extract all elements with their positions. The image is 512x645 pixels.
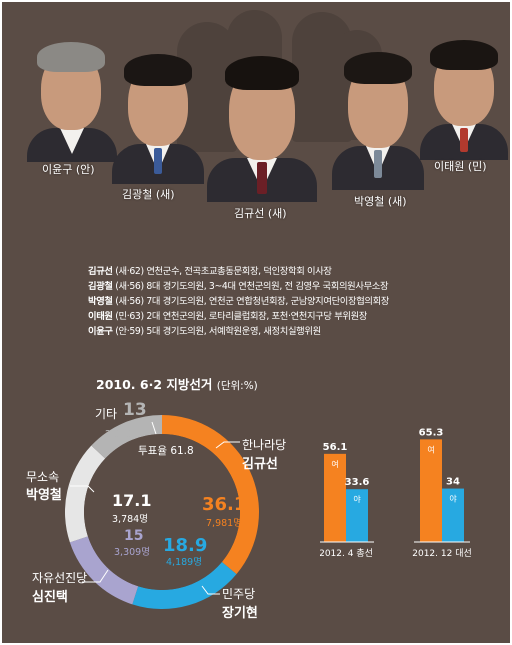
- bio-line: 박영철 (새·56) 7대 경기도의원, 연천군 연합청년회장, 군남양지여단이…: [88, 296, 390, 307]
- donut-hole: [84, 434, 240, 590]
- election-chart-title: 2010. 6·2 지방선거 (단위:%): [96, 377, 258, 392]
- segment-votes: 3,784명: [112, 514, 148, 525]
- bar-value-label: 56.1: [323, 442, 348, 453]
- candidate-portrait: [332, 50, 424, 190]
- bar-series-label: 여: [427, 444, 434, 454]
- candidate-name-label: 이태원 (민): [434, 160, 487, 173]
- bar-category-label: 2012. 4 총선: [320, 548, 373, 559]
- election-donut-chart: [65, 415, 259, 609]
- bar-value-label: 33.6: [345, 477, 370, 488]
- bio-line: 김규선 (새·62) 연천군수, 전곡초교총동문회장, 덕인장학회 이사장: [88, 266, 332, 277]
- segment-value: 17.1: [112, 491, 152, 510]
- segment-value: 13: [123, 400, 147, 420]
- segment-candidate: 장기현: [222, 606, 258, 621]
- bar: [420, 439, 442, 542]
- bar-series-label: 야: [449, 494, 457, 504]
- bar: [442, 488, 464, 542]
- candidate-portrait: [27, 40, 117, 162]
- bar: [324, 453, 346, 542]
- segment-party: 한나라당: [242, 438, 287, 452]
- segment-votes: 2,868명: [105, 429, 141, 440]
- bio-line: 이윤구 (안·59) 5대 경기도의원, 서예학원운영, 새정치실행위원: [88, 326, 321, 337]
- segment-value: 15: [124, 528, 144, 544]
- bar-chart: 56.1 여 33.6 야 2012. 4 총선 65.3 여 34 야 2012. 12 대선: [320, 427, 472, 559]
- bar: [346, 489, 368, 542]
- donut-segment: [132, 561, 237, 609]
- bar-category-label: 2012. 12 대선: [412, 548, 472, 559]
- segment-value: 36.1: [202, 494, 247, 515]
- segment-party: 무소속: [26, 470, 60, 484]
- bio-line: 김광철 (새·56) 8대 경기도의원, 3~4대 연천군의원, 전 김영우 국…: [88, 281, 389, 292]
- candidate-portrait: [207, 54, 317, 202]
- candidate-name-label: 김광철 (새): [122, 188, 175, 201]
- bar-series-label: 야: [353, 494, 361, 504]
- donut-segment: [162, 415, 259, 575]
- segment-party: 민주당: [222, 587, 256, 601]
- bio-line: 이태원 (민·63) 2대 연천군의원, 로타리클럽회장, 포천·연천지구당 부…: [88, 311, 368, 322]
- segment-party: 자유선진당: [32, 571, 88, 585]
- donut-segment: [91, 415, 162, 459]
- candidate-name-label: 이윤구 (안): [42, 163, 95, 176]
- segment-value: 18.9: [163, 535, 208, 556]
- turnout-label: 투표율 61.8: [138, 445, 194, 457]
- segment-candidate: 김규선: [242, 457, 278, 472]
- candidate-portrait: [112, 52, 204, 184]
- candidate-bios: 김규선 (새·62) 연천군수, 전곡초교총동문회장, 덕인장학회 이사장 김광…: [88, 264, 389, 339]
- candidate-name-label: 김규선 (새): [234, 207, 287, 220]
- bar-value-label: 34: [446, 477, 460, 488]
- bar-value-label: 65.3: [419, 427, 444, 438]
- segment-votes: 4,189명: [166, 557, 202, 568]
- bar-series-label: 여: [331, 459, 338, 469]
- segment-candidate: 박영철: [26, 488, 62, 503]
- segment-candidate: 심진택: [32, 590, 68, 605]
- segment-party: 기타: [95, 407, 118, 421]
- segment-votes: 3,309명: [114, 547, 150, 558]
- segment-votes: 7,981명: [206, 518, 242, 529]
- candidate-name-label: 박영철 (새): [354, 195, 407, 208]
- candidate-portrait: [420, 38, 508, 160]
- donut-segment: [65, 445, 106, 543]
